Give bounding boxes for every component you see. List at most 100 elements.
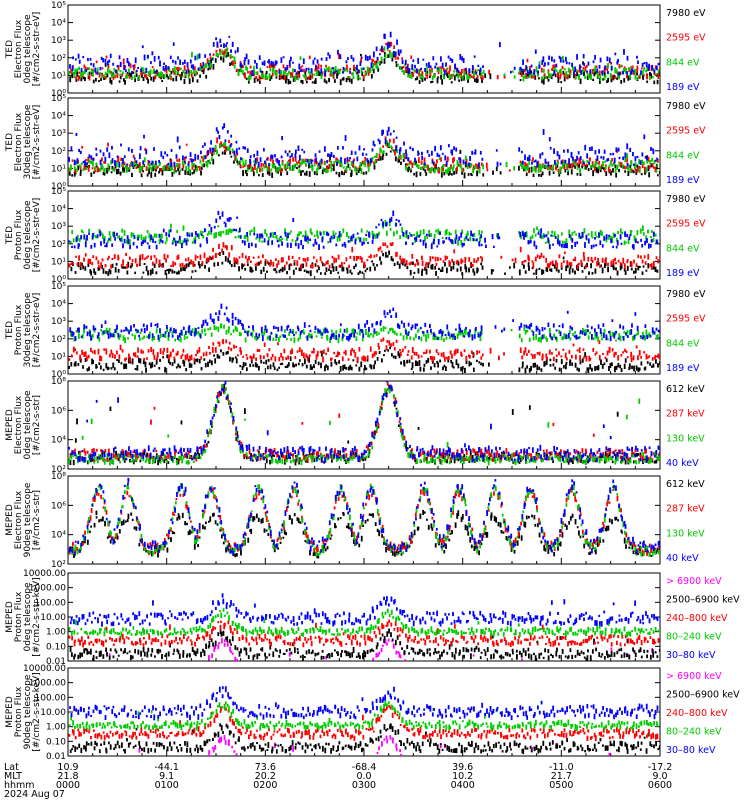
data-point (389, 227, 392, 231)
data-point (538, 77, 540, 80)
data-point (177, 240, 179, 244)
data-point (249, 65, 252, 69)
data-point (277, 326, 280, 332)
data-point (343, 364, 346, 369)
data-point (355, 336, 358, 342)
data-point (94, 67, 97, 73)
data-point (159, 262, 161, 267)
data-point (346, 64, 348, 71)
data-point (104, 320, 107, 325)
data-point (465, 235, 468, 240)
data-point (643, 255, 646, 259)
data-point (115, 161, 118, 168)
data-point (309, 238, 312, 242)
data-point (172, 348, 174, 353)
data-point (369, 158, 372, 163)
data-point (379, 48, 382, 52)
data-point (181, 262, 184, 267)
data-point (659, 267, 660, 270)
data-point (367, 241, 369, 244)
data-point (400, 66, 403, 70)
data-point (112, 72, 115, 76)
data-point (624, 165, 626, 170)
data-point (476, 75, 479, 79)
data-point (369, 333, 372, 336)
data-point (311, 73, 314, 79)
data-point (619, 364, 622, 369)
data-point (553, 231, 556, 238)
data-point (378, 350, 381, 354)
data-point (292, 68, 294, 73)
data-point (355, 255, 358, 261)
data-point (488, 69, 491, 75)
data-point (201, 260, 204, 266)
data-point (289, 72, 292, 78)
data-point (309, 270, 312, 277)
data-point (317, 361, 320, 366)
data-point (657, 259, 660, 264)
data-point (271, 72, 274, 77)
data-point (314, 359, 317, 364)
data-point (83, 352, 86, 357)
data-point (582, 54, 585, 59)
data-point (313, 171, 316, 175)
data-point (105, 327, 108, 334)
data-point (626, 356, 629, 359)
data-point (323, 78, 326, 83)
data-point (195, 353, 197, 357)
data-point (384, 53, 387, 59)
data-point (591, 259, 594, 264)
data-point (638, 367, 641, 371)
data-point (344, 349, 347, 356)
data-point (650, 163, 653, 168)
data-point (200, 150, 202, 155)
data-point (230, 217, 232, 220)
data-point (281, 362, 284, 365)
data-point (416, 76, 419, 80)
data-point (436, 77, 439, 84)
data-point (561, 159, 564, 166)
data-point (310, 231, 313, 236)
data-point (465, 355, 468, 362)
data-point (397, 63, 399, 67)
data-point (210, 59, 212, 65)
data-point (355, 364, 358, 367)
data-point (190, 455, 193, 459)
data-point (498, 355, 500, 361)
data-point (316, 168, 318, 174)
data-point (277, 244, 280, 248)
data-point (410, 355, 413, 360)
data-point (240, 157, 242, 160)
y-axis-label-line: 0deg telescope (23, 200, 33, 270)
data-point (319, 256, 322, 261)
data-point (418, 80, 421, 85)
data-point (296, 163, 299, 166)
data-point (317, 164, 319, 170)
data-point (338, 235, 341, 242)
data-point (173, 356, 176, 360)
data-point (465, 70, 468, 75)
data-point (173, 169, 176, 175)
data-point (386, 140, 388, 144)
data-point (471, 150, 474, 155)
data-point (100, 356, 103, 362)
data-point (320, 362, 322, 369)
data-point (405, 66, 407, 73)
data-point (91, 350, 94, 354)
data-point (549, 146, 552, 150)
data-point (159, 348, 162, 355)
data-point (477, 333, 480, 338)
data-point (272, 337, 275, 341)
data-point (99, 365, 102, 370)
y-axis-label-line: TED (5, 40, 15, 59)
data-point (289, 75, 292, 79)
data-point (138, 259, 141, 265)
data-point (440, 74, 442, 80)
data-point (298, 154, 301, 161)
data-point (463, 68, 466, 73)
data-point (366, 267, 369, 270)
data-point (386, 340, 389, 343)
data-point (542, 269, 545, 274)
data-point (194, 164, 197, 171)
data-point (339, 328, 342, 333)
